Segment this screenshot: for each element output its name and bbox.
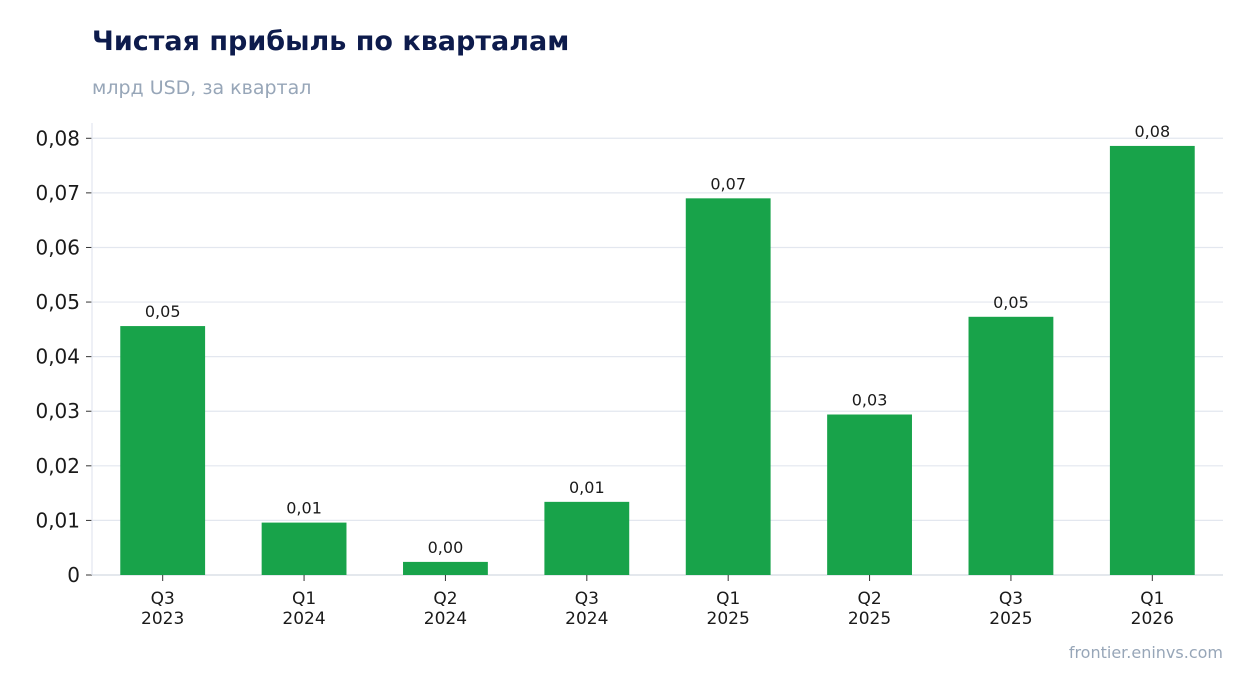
bar <box>827 414 912 575</box>
bars <box>120 145 1195 576</box>
chart-subtitle: млрд USD, за квартал <box>92 77 312 99</box>
x-tick-label: Q3 <box>575 589 599 609</box>
x-tick-label: 2024 <box>282 609 325 629</box>
x-tick-label: 2025 <box>707 609 750 629</box>
data-label: 0,01 <box>286 499 322 518</box>
bar <box>120 326 206 575</box>
data-label: 0,07 <box>710 174 746 193</box>
bar <box>685 198 771 576</box>
x-tick-label: 2025 <box>848 609 891 629</box>
bar <box>1109 145 1195 575</box>
x-tick-label: Q3 <box>999 589 1023 609</box>
data-label: 0,03 <box>852 391 888 410</box>
x-tick-label: 2024 <box>565 609 608 629</box>
x-tick-label: 2023 <box>141 609 184 629</box>
data-label: 0,00 <box>428 538 464 557</box>
data-labels: 0,05 0,01 0,00 0,01 0,07 0,03 0,05 0,08 <box>145 122 1170 557</box>
bar <box>261 522 347 575</box>
y-tick-label: 0,02 <box>35 454 80 478</box>
y-tick-label: 0,06 <box>35 235 80 259</box>
y-tick-label: 0,01 <box>35 508 80 532</box>
data-label: 0,01 <box>569 478 605 497</box>
bar <box>544 501 630 575</box>
bar <box>403 561 488 575</box>
x-tick-label: Q2 <box>433 589 457 609</box>
x-tick-label: 2024 <box>424 609 467 629</box>
x-tick-label: Q1 <box>1140 589 1164 609</box>
source-credit: frontier.eninvs.com <box>1068 643 1223 662</box>
x-tick-label: Q3 <box>151 589 175 609</box>
y-tick-label: 0 <box>67 563 80 587</box>
y-tick-label: 0,03 <box>35 399 80 423</box>
x-tick-label: 2025 <box>989 609 1032 629</box>
y-tick-label: 0,07 <box>35 181 80 205</box>
data-label: 0,05 <box>145 302 181 321</box>
tick-labels: 00,010,020,030,040,050,060,070,08Q32023Q… <box>35 126 1173 629</box>
x-tick-label: Q1 <box>716 589 740 609</box>
x-tick-label: Q1 <box>292 589 316 609</box>
chart-title: Чистая прибыль по кварталам <box>92 26 570 57</box>
y-tick-label: 0,05 <box>35 290 80 314</box>
data-label: 0,08 <box>1135 122 1171 141</box>
x-tick-label: 2026 <box>1131 609 1174 629</box>
bar <box>968 316 1054 575</box>
y-tick-label: 0,04 <box>35 345 80 369</box>
data-label: 0,05 <box>993 293 1029 312</box>
y-tick-label: 0,08 <box>35 126 80 150</box>
x-tick-label: Q2 <box>857 589 881 609</box>
